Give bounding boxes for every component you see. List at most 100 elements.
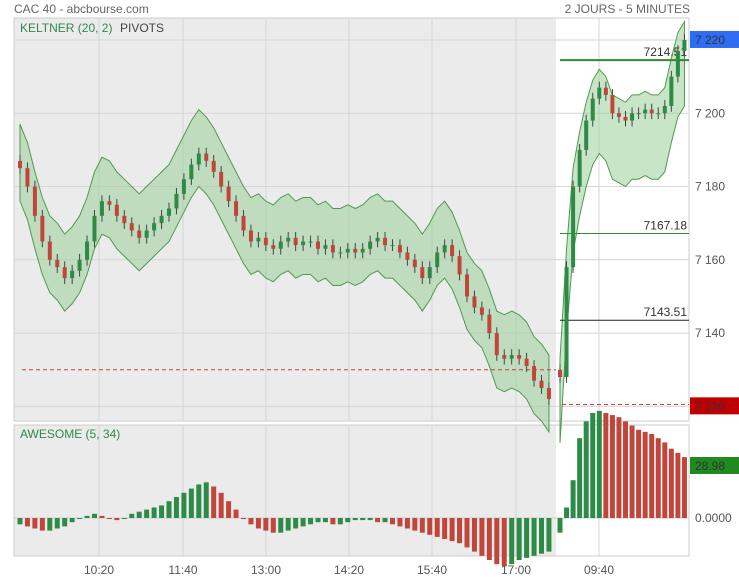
ao-bar [99, 515, 105, 518]
candle-body [32, 186, 37, 216]
ao-bar [367, 518, 373, 521]
x-tick-label: 14:20 [334, 563, 364, 577]
ao-bar [609, 415, 615, 518]
x-tick-label: 10:20 [84, 563, 114, 577]
ao-bar [211, 486, 217, 518]
ao-bar [590, 413, 596, 518]
y-tick-label: 7 180 [695, 180, 725, 194]
ao-bar [457, 518, 463, 544]
ao-bar [159, 505, 165, 518]
candle-body [308, 241, 313, 243]
ao-bar [166, 501, 172, 518]
candle-body [675, 50, 680, 77]
candle-body [558, 369, 562, 378]
candle-body [226, 186, 231, 202]
candle-body [62, 267, 67, 279]
candle-body [597, 87, 602, 99]
candle-body [278, 241, 283, 249]
candle-body [189, 164, 194, 180]
ao-bar [375, 518, 381, 523]
candle-body [383, 237, 388, 246]
candle-body [532, 366, 537, 381]
ao-bar [427, 518, 433, 535]
candle-body [263, 237, 268, 246]
candle-body [412, 259, 417, 268]
candle-body [204, 153, 209, 161]
candle-body [546, 388, 551, 400]
candle-body [196, 153, 201, 165]
ao-bar [39, 518, 45, 531]
ao-bar [434, 518, 440, 537]
candle-body [502, 355, 507, 359]
ao-bar [564, 507, 570, 518]
ao-bar [412, 518, 418, 531]
price-panel-border [13, 17, 690, 422]
ao-bar [629, 425, 635, 518]
candle-body [682, 39, 687, 51]
pivot-lines: 7214.51 7167.18 7143.51 [22, 45, 689, 406]
ao-bar [69, 518, 75, 523]
candle-body [623, 116, 628, 121]
candle-body [472, 296, 477, 308]
y-tick-label: 7 140 [695, 326, 725, 340]
keltner-legend[interactable]: KELTNER (20, 2) [20, 21, 113, 35]
candle-body [345, 248, 350, 253]
candle-body [539, 380, 544, 389]
candle-body [286, 237, 291, 242]
candle-body [25, 168, 30, 187]
keltner-band [19, 19, 685, 444]
ao-value-badge [690, 457, 739, 474]
ao-bar [62, 518, 68, 527]
ao-bar [54, 518, 60, 529]
ao-bar [77, 518, 83, 519]
ao-bar [681, 457, 687, 518]
candle-body [271, 245, 276, 249]
price-candles [18, 34, 687, 405]
ao-bar [649, 434, 655, 518]
ao-panel-border [13, 424, 690, 557]
x-tick-label: 15:40 [417, 563, 447, 577]
pivot-label: 7143.51 [644, 305, 688, 319]
candle-body [479, 307, 484, 315]
ao-bar [151, 507, 157, 518]
candle-body [636, 113, 641, 115]
candle-body [517, 355, 522, 359]
ao-bar [603, 413, 609, 518]
ao-bar [293, 518, 299, 529]
ao-bar [270, 518, 276, 533]
ao-bar [248, 518, 254, 525]
pivots-legend[interactable]: PIVOTS [120, 21, 165, 35]
ao-bar [486, 518, 492, 560]
candle-body [234, 201, 239, 216]
candle-body [144, 230, 149, 238]
candle-body [129, 223, 134, 231]
ao-bar [278, 518, 284, 533]
ao-bar [471, 518, 477, 552]
ao-bar [121, 518, 127, 519]
candle-body [70, 270, 75, 279]
candle-body [571, 186, 576, 268]
candle-body [656, 113, 661, 115]
timeframe-label[interactable]: 2 JOURS - 5 MINUTES [564, 2, 690, 16]
candle-body [450, 245, 455, 257]
ao-bar [360, 518, 366, 521]
ao-bar [675, 452, 681, 518]
candle-body [610, 94, 615, 114]
ao-bar [557, 518, 563, 533]
pivot-label: 7167.18 [644, 218, 688, 232]
awesome-legend[interactable]: AWESOME (5, 34) [20, 427, 121, 441]
ao-bar [531, 518, 537, 556]
candle-body [248, 230, 253, 242]
ao-bar [464, 518, 470, 548]
value-badges: 7 220 7 120 28.98 [690, 30, 739, 474]
candle-body [241, 215, 246, 231]
candle-body [159, 215, 164, 224]
candle-body [92, 215, 97, 242]
ao-bar [92, 513, 97, 518]
grid-lines [14, 18, 689, 556]
ao-bar [596, 410, 602, 518]
candle-body [85, 241, 90, 260]
candle-body [323, 245, 328, 249]
ao-bar [226, 501, 232, 518]
candle-body [167, 208, 171, 216]
